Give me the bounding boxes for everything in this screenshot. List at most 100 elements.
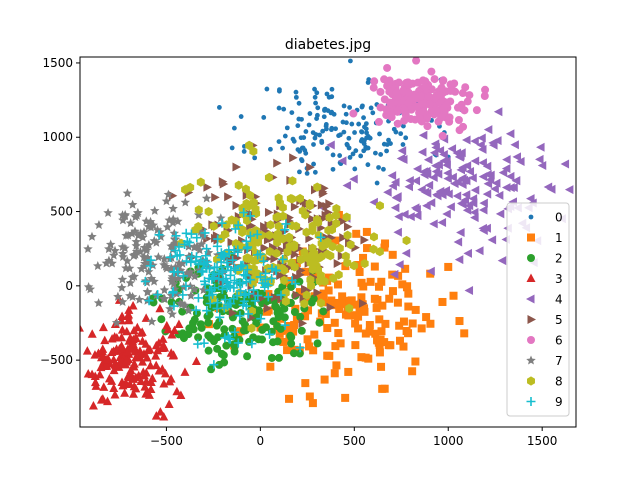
data-point bbox=[138, 232, 148, 242]
data-point bbox=[355, 268, 364, 277]
data-point bbox=[141, 376, 151, 386]
data-point bbox=[448, 172, 457, 182]
data-point bbox=[481, 85, 490, 94]
data-point bbox=[376, 87, 385, 96]
data-point bbox=[167, 271, 178, 281]
data-point bbox=[505, 171, 515, 181]
data-point bbox=[169, 350, 179, 359]
data-point bbox=[238, 114, 244, 119]
data-point bbox=[280, 320, 290, 330]
data-point bbox=[324, 146, 330, 151]
data-point bbox=[207, 271, 217, 281]
data-point bbox=[196, 267, 206, 277]
data-point bbox=[359, 282, 368, 291]
data-point bbox=[103, 207, 113, 218]
data-point bbox=[191, 305, 201, 315]
data-point bbox=[281, 106, 287, 112]
legend-item: 3 bbox=[526, 272, 563, 286]
data-point bbox=[199, 338, 209, 348]
data-point bbox=[181, 281, 191, 291]
data-point bbox=[342, 181, 352, 191]
data-point bbox=[151, 351, 161, 360]
data-point bbox=[398, 280, 407, 289]
data-point bbox=[359, 129, 364, 135]
data-point bbox=[487, 235, 497, 245]
data-point bbox=[350, 261, 358, 271]
data-point bbox=[365, 321, 374, 330]
plot-frame bbox=[79, 56, 577, 428]
data-point bbox=[482, 189, 492, 199]
data-point bbox=[130, 333, 140, 342]
data-point bbox=[326, 140, 335, 150]
legend-item: 6 bbox=[527, 334, 563, 348]
data-point bbox=[155, 227, 165, 237]
data-point bbox=[245, 275, 255, 285]
data-point bbox=[400, 209, 409, 219]
data-point bbox=[165, 376, 175, 386]
data-point bbox=[191, 356, 201, 366]
data-point bbox=[432, 190, 441, 200]
data-point bbox=[295, 123, 301, 129]
data-point bbox=[412, 57, 421, 65]
data-point bbox=[318, 241, 327, 252]
data-point bbox=[129, 381, 139, 391]
data-point bbox=[536, 142, 545, 152]
data-point bbox=[375, 348, 384, 357]
data-point bbox=[435, 146, 445, 156]
data-point bbox=[341, 129, 347, 135]
data-point bbox=[265, 230, 274, 240]
data-point bbox=[117, 343, 127, 353]
data-point bbox=[320, 128, 326, 134]
data-point bbox=[130, 346, 140, 356]
data-point bbox=[416, 92, 425, 101]
data-point bbox=[342, 212, 351, 222]
data-point bbox=[497, 256, 507, 266]
data-point bbox=[145, 360, 155, 370]
data-point bbox=[483, 125, 493, 135]
legend-label: 6 bbox=[555, 334, 563, 348]
data-point bbox=[123, 230, 133, 240]
data-point bbox=[87, 329, 97, 338]
data-point bbox=[427, 67, 436, 76]
data-point bbox=[231, 125, 237, 131]
data-point bbox=[151, 237, 162, 247]
data-point bbox=[461, 176, 471, 186]
legend-item: 0 bbox=[528, 211, 563, 225]
data-point bbox=[335, 304, 344, 313]
data-point bbox=[87, 231, 97, 241]
data-point bbox=[125, 343, 135, 352]
data-point bbox=[280, 225, 290, 235]
data-point bbox=[203, 182, 212, 192]
data-point bbox=[369, 197, 378, 207]
data-point bbox=[384, 148, 389, 154]
data-point bbox=[346, 240, 355, 250]
data-point bbox=[432, 106, 441, 115]
data-point bbox=[232, 162, 241, 172]
data-point bbox=[129, 389, 139, 398]
data-point bbox=[330, 318, 339, 327]
data-point bbox=[180, 367, 190, 376]
data-point bbox=[167, 309, 177, 319]
data-point bbox=[135, 246, 146, 256]
data-point bbox=[452, 191, 462, 201]
data-point bbox=[177, 258, 188, 268]
data-point bbox=[336, 339, 345, 348]
data-point bbox=[285, 213, 294, 223]
data-point bbox=[242, 244, 252, 254]
data-point bbox=[93, 261, 103, 271]
x-axis-ticks: −500 0 500 1000 1500 bbox=[150, 427, 557, 448]
data-point bbox=[399, 342, 408, 351]
data-point bbox=[310, 252, 319, 262]
data-point bbox=[178, 271, 188, 281]
data-point bbox=[276, 139, 282, 145]
data-point bbox=[400, 123, 406, 129]
data-point bbox=[501, 183, 511, 193]
data-point bbox=[357, 293, 366, 302]
data-point bbox=[299, 157, 304, 162]
data-point bbox=[196, 177, 205, 187]
data-point bbox=[151, 411, 161, 420]
data-point bbox=[404, 329, 413, 338]
data-point bbox=[309, 294, 318, 303]
data-point bbox=[332, 218, 341, 229]
data-point bbox=[101, 258, 112, 268]
